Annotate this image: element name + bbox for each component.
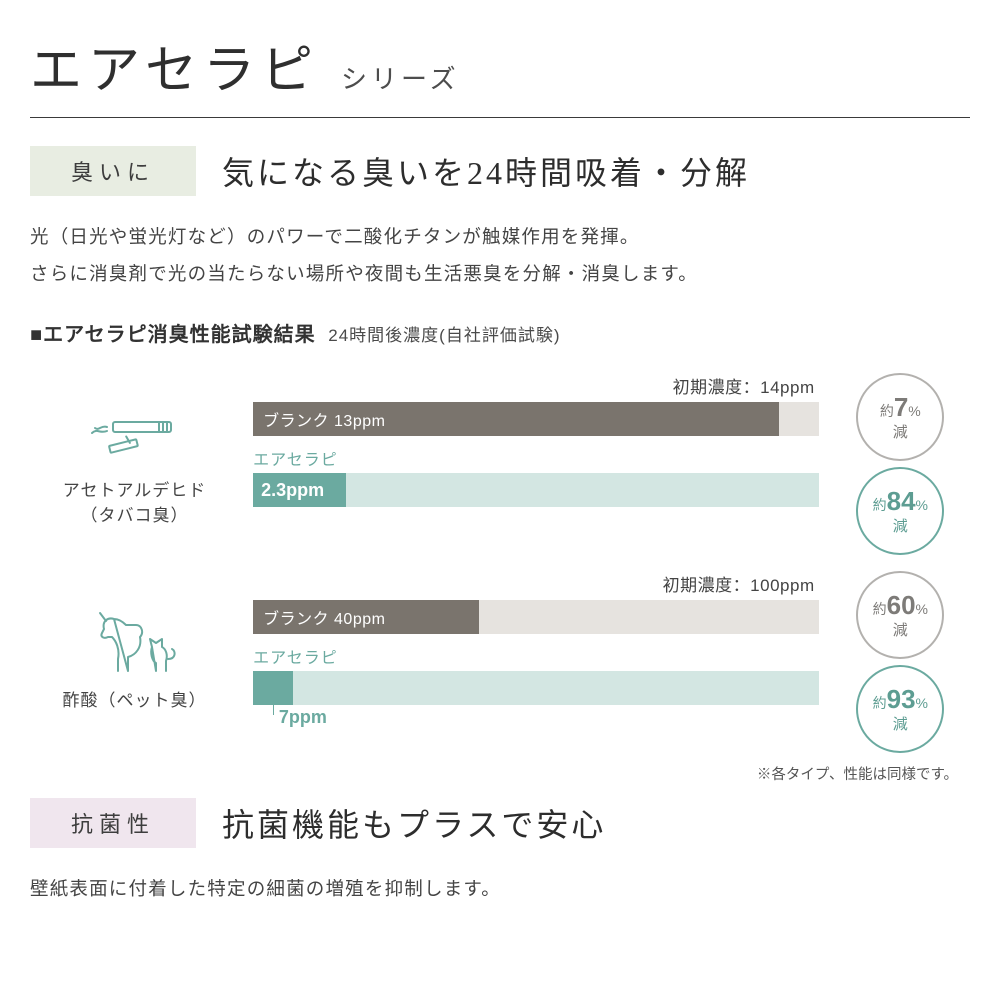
red-word-2a: 減	[893, 622, 908, 640]
header: エアセラピ シリーズ	[30, 28, 970, 103]
blank-fill-1: ブランク 13ppm	[253, 402, 779, 436]
red-suf-2b: %	[916, 695, 928, 711]
subtitle: シリーズ	[341, 59, 460, 96]
chart-heading: ■エアセラピ消臭性能試験結果 24時間後濃度(自社評価試験)	[30, 318, 970, 347]
red-suf-1a: %	[908, 403, 920, 419]
section-odor-desc: 光（日光や蛍光灯など）のパワーで二酸化チタンが触媒作用を発揮。さらに消臭剤で光の…	[30, 218, 970, 292]
red-pre-1a: 約	[880, 403, 894, 419]
red-pre-1b: 約	[873, 497, 887, 513]
badge-odor: 臭いに	[30, 146, 196, 196]
initial-label-2: 初期濃度：100ppm	[253, 571, 817, 596]
product-text-1: 2.3ppm	[261, 480, 324, 501]
chart-footnote: ※各タイプ、性能は同様です。	[30, 763, 970, 784]
category-label-2: 酢酸（ペット臭）	[63, 688, 207, 714]
chart-right-1: 約7% 減 約84% 減	[831, 373, 970, 555]
section-antibac-head: 抗菌性 抗菌機能もプラスで安心	[30, 798, 970, 848]
reduction-badge-product-1: 約84% 減	[856, 467, 944, 555]
red-pct-2b: 93	[887, 684, 916, 714]
chart-left-1: アセトアルデヒド （タバコ臭）	[30, 373, 239, 555]
red-pct-2a: 60	[887, 590, 916, 620]
blank-text-2: ブランク 40ppm	[263, 605, 385, 629]
red-pct-1a: 7	[894, 392, 908, 422]
section-odor-title: 気になる臭いを24時間吸着・分解	[222, 148, 750, 194]
chart-left-2: 酢酸（ペット臭）	[30, 571, 239, 753]
reduction-badge-blank-2: 約60% 減	[856, 571, 944, 659]
tick-line-2	[273, 693, 275, 715]
red-pre-2a: 約	[873, 601, 887, 617]
cigarette-icon	[80, 400, 190, 472]
red-pre-2b: 約	[873, 695, 887, 711]
section-antibac-title: 抗菌機能もプラスで安心	[222, 800, 606, 846]
badge-antibac: 抗菌性	[30, 798, 196, 848]
chart-center-1: 初期濃度：14ppm ブランク 13ppm エアセラピ 2.3ppm	[253, 373, 817, 555]
product-bar-2	[253, 671, 817, 705]
blank-fill-2: ブランク 40ppm	[253, 600, 479, 634]
pet-icon	[80, 610, 190, 682]
product-bar-1: 2.3ppm	[253, 473, 817, 507]
product-label-1: エアセラピ	[253, 446, 817, 470]
red-word-1b: 減	[893, 518, 908, 536]
red-word-2b: 減	[893, 716, 908, 734]
red-suf-1b: %	[916, 497, 928, 513]
red-pct-1b: 84	[887, 486, 916, 516]
chart-row-acetic: 酢酸（ペット臭） 初期濃度：100ppm ブランク 40ppm エアセラピ 7p…	[30, 565, 970, 753]
chart-center-2: 初期濃度：100ppm ブランク 40ppm エアセラピ 7ppm	[253, 571, 817, 753]
category-label-1: アセトアルデヒド （タバコ臭）	[63, 478, 207, 529]
value-annotation-2: 7ppm	[279, 707, 327, 728]
product-label-2: エアセラピ	[253, 644, 817, 668]
reduction-badge-product-2: 約93% 減	[856, 665, 944, 753]
blank-text-1: ブランク 13ppm	[263, 407, 385, 431]
chart-subtitle: 24時間後濃度(自社評価試験)	[328, 326, 560, 345]
cat-1-sub: （タバコ臭）	[81, 506, 189, 525]
blank-bar-1: ブランク 13ppm	[253, 402, 817, 436]
main-title: エアセラピ	[30, 28, 319, 103]
chart-title: ■エアセラピ消臭性能試験結果	[30, 324, 316, 346]
blank-bar-2: ブランク 40ppm	[253, 600, 817, 634]
red-word-1a: 減	[893, 424, 908, 442]
product-fill-1: 2.3ppm	[253, 473, 346, 507]
divider	[30, 117, 970, 118]
reduction-badge-blank-1: 約7% 減	[856, 373, 944, 461]
section-odor-head: 臭いに 気になる臭いを24時間吸着・分解	[30, 146, 970, 196]
section-antibac-desc: 壁紙表面に付着した特定の細菌の増殖を抑制します。	[30, 870, 970, 907]
cat-1: アセトアルデヒド	[63, 481, 207, 500]
chart-right-2: 約60% 減 約93% 減	[831, 571, 970, 753]
chart-row-acetaldehyde: アセトアルデヒド （タバコ臭） 初期濃度：14ppm ブランク 13ppm エア…	[30, 353, 970, 555]
arrow-bg-2	[253, 671, 819, 705]
red-suf-2a: %	[916, 601, 928, 617]
initial-label-1: 初期濃度：14ppm	[253, 373, 817, 398]
